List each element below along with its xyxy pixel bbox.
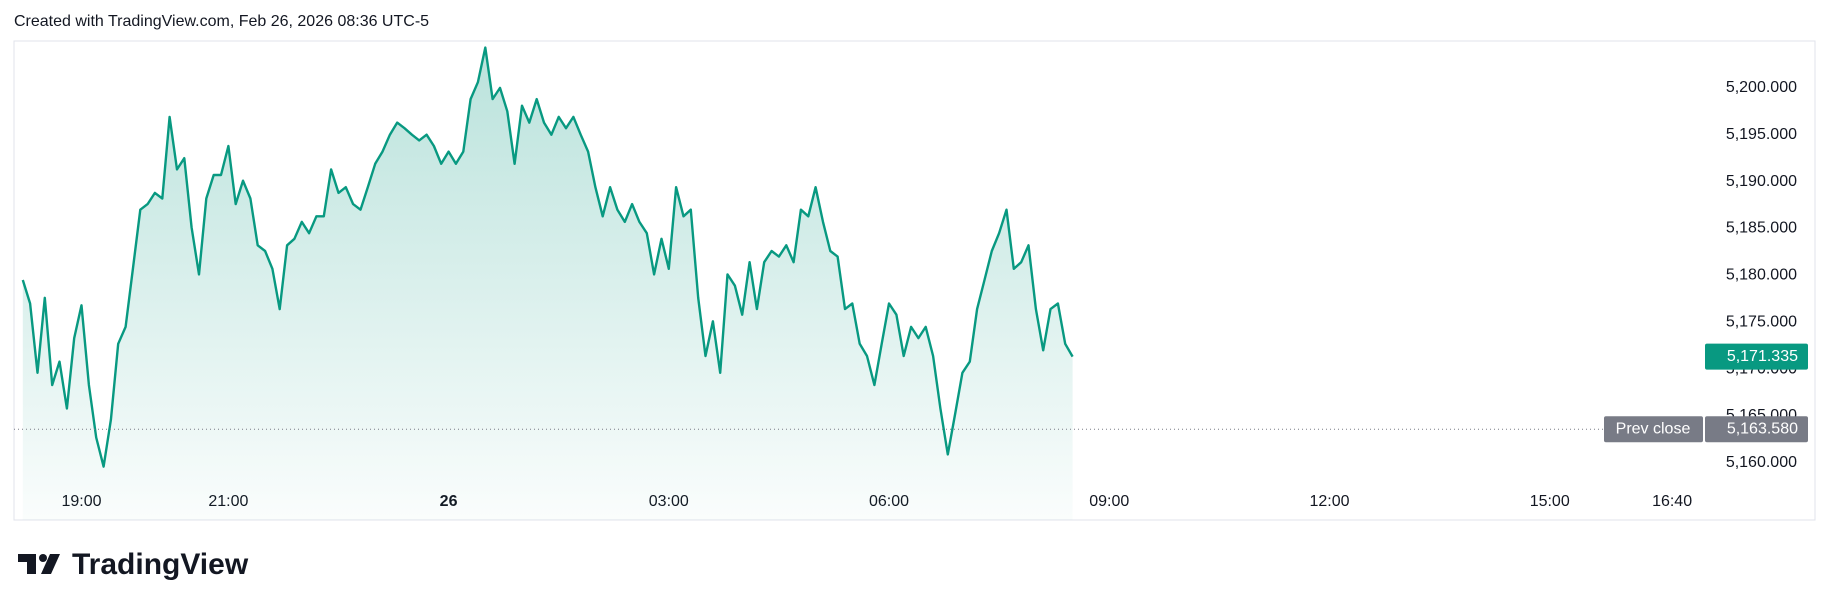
logo-mark [41, 554, 60, 574]
logo-dot [39, 554, 47, 562]
brand-name: TradingView [72, 548, 249, 581]
y-tick-label: 5,190.000 [1726, 173, 1797, 190]
y-tick-label: 5,175.000 [1726, 313, 1797, 330]
x-tick-label: 15:00 [1530, 493, 1570, 510]
header-text: Created with TradingView.com, Feb 26, 20… [14, 13, 429, 30]
brand-logo [18, 554, 60, 574]
last-price-label: 5,171.335 [1727, 348, 1798, 365]
price-line [21, 46, 1074, 468]
prev-close-name-tag [1604, 416, 1703, 443]
y-tick-label: 5,160.000 [1726, 454, 1797, 471]
prev-close-tag [1705, 416, 1808, 443]
logo-mark [18, 554, 36, 574]
last-price-tag [1705, 343, 1808, 370]
y-tick-label: 5,200.000 [1726, 79, 1797, 96]
y-tick-label: 5,180.000 [1726, 267, 1797, 284]
y-tick-label: 5,195.000 [1726, 126, 1797, 143]
x-tick-label: 16:40 [1652, 493, 1692, 510]
area-fill [22, 47, 1073, 520]
plot-area: 5,160.0005,165.0005,170.0005,175.0005,18… [14, 46, 1808, 520]
prev-close-label: 5,163.580 [1727, 420, 1798, 437]
prev-close-name: Prev close [1616, 420, 1691, 437]
x-tick-label: 09:00 [1089, 493, 1129, 510]
x-tick-label: 12:00 [1309, 493, 1349, 510]
y-tick-label: 5,185.000 [1726, 220, 1797, 237]
